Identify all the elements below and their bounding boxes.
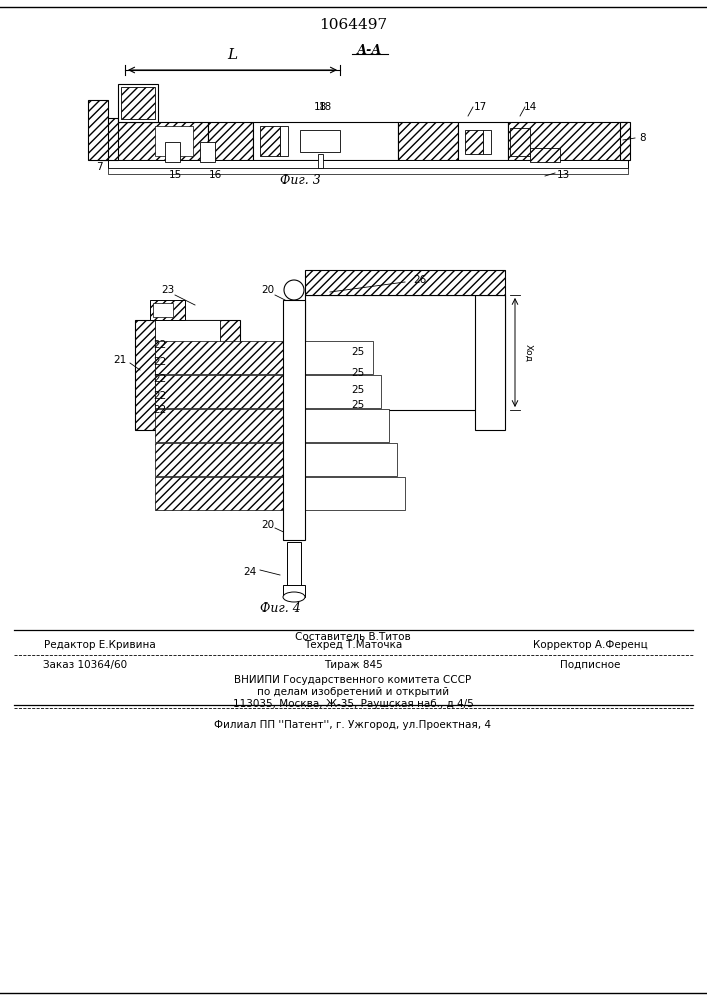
Ellipse shape [283, 592, 305, 602]
Bar [208, 122, 253, 160]
Bar [305, 295, 505, 410]
Bar [118, 84, 158, 122]
Bar [155, 409, 283, 442]
Text: Фиг. 4: Фиг. 4 [259, 601, 300, 614]
Text: Ход: Ход [524, 344, 533, 361]
Text: по делам изобретений и открытий: по делам изобретений и открытий [257, 687, 449, 697]
Bar [100, 118, 118, 160]
Bar [305, 443, 397, 476]
Text: 14: 14 [523, 102, 537, 112]
Text: 22: 22 [153, 357, 167, 367]
Bar [88, 100, 108, 160]
Bar [483, 130, 491, 154]
Bar [155, 320, 220, 410]
Bar [153, 303, 173, 317]
Bar [108, 122, 208, 160]
Bar [283, 585, 305, 597]
Text: А-А: А-А [357, 43, 382, 56]
Text: L: L [227, 48, 237, 62]
Bar [155, 341, 283, 374]
Text: Редактор Е.Кривина: Редактор Е.Кривина [44, 640, 156, 650]
Bar [260, 126, 280, 156]
Bar [305, 477, 405, 510]
Text: Составитель В.Титов: Составитель В.Титов [295, 632, 411, 642]
Text: ВНИИПИ Государственного комитета СССР: ВНИИПИ Государственного комитета СССР [235, 675, 472, 685]
Bar [305, 409, 389, 442]
Text: 25: 25 [351, 400, 365, 410]
Bar [300, 130, 340, 152]
Text: Филиал ПП ''Патент'', г. Ужгород, ул.Проектная, 4: Филиал ПП ''Патент'', г. Ужгород, ул.Про… [214, 720, 491, 730]
Text: 22: 22 [153, 374, 167, 384]
Text: 21: 21 [113, 355, 127, 365]
Text: 1064497: 1064497 [319, 18, 387, 32]
Text: 18: 18 [313, 102, 327, 112]
Bar [155, 443, 283, 476]
Bar [508, 122, 628, 160]
Bar [121, 87, 155, 119]
Text: 25: 25 [351, 385, 365, 395]
Bar [475, 295, 505, 430]
Text: 13: 13 [556, 170, 570, 180]
Text: 23: 23 [161, 285, 175, 295]
Text: Заказ 10364/60: Заказ 10364/60 [43, 660, 127, 670]
Text: 26: 26 [414, 275, 426, 285]
Text: 25: 25 [351, 368, 365, 378]
Bar [305, 341, 373, 374]
Text: 18: 18 [318, 102, 332, 112]
Bar [200, 142, 215, 162]
Bar [458, 122, 508, 160]
Text: Техред Т.Маточка: Техред Т.Маточка [304, 640, 402, 650]
Text: Корректор А.Ференц: Корректор А.Ференц [532, 640, 648, 650]
Bar [305, 270, 505, 295]
Text: 20: 20 [262, 520, 274, 530]
Bar [530, 148, 560, 162]
Text: Тираж 845: Тираж 845 [324, 660, 382, 670]
Bar [155, 126, 193, 156]
Bar [280, 126, 288, 156]
Text: Фиг. 3: Фиг. 3 [280, 174, 320, 186]
Bar [465, 130, 483, 154]
Text: 15: 15 [168, 170, 182, 180]
Bar [253, 122, 398, 160]
Bar [287, 542, 301, 587]
Text: 24: 24 [243, 567, 257, 577]
Bar [150, 300, 185, 320]
Bar [108, 168, 628, 174]
Bar [283, 300, 305, 540]
Text: Подписное: Подписное [560, 660, 620, 670]
Text: 113035, Москва, Ж-35, Раушская наб., д 4/5: 113035, Москва, Ж-35, Раушская наб., д 4… [233, 699, 474, 709]
Circle shape [284, 280, 304, 300]
Bar [155, 477, 283, 510]
Bar [510, 128, 530, 156]
Bar [108, 160, 628, 168]
Text: 17: 17 [474, 102, 486, 112]
Bar [620, 122, 630, 160]
Text: 7: 7 [95, 162, 103, 172]
Text: 22: 22 [153, 391, 167, 401]
Bar [165, 142, 180, 162]
Bar [155, 375, 283, 408]
Text: 22: 22 [153, 340, 167, 350]
Text: 25: 25 [351, 347, 365, 357]
Text: 8: 8 [640, 133, 646, 143]
Text: 22: 22 [153, 405, 167, 415]
Bar [305, 375, 381, 408]
Bar [135, 320, 240, 430]
Text: 20: 20 [262, 285, 274, 295]
Text: 16: 16 [209, 170, 221, 180]
Bar [398, 122, 458, 160]
Bar [318, 154, 323, 168]
